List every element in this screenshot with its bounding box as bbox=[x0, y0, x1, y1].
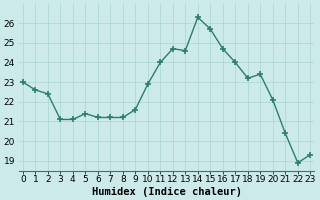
X-axis label: Humidex (Indice chaleur): Humidex (Indice chaleur) bbox=[92, 186, 242, 197]
